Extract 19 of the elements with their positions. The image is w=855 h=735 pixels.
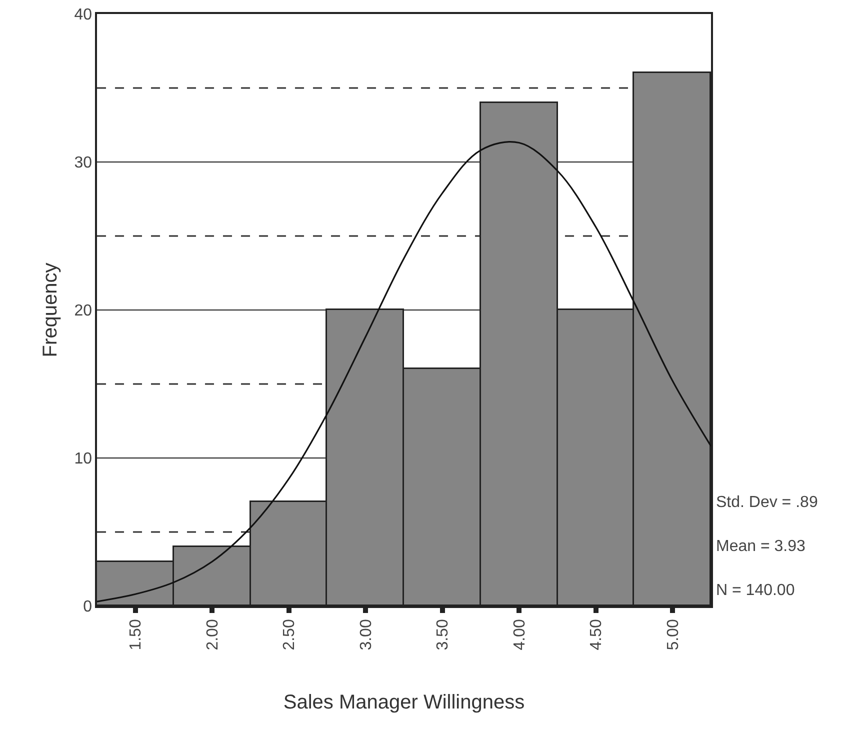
x-axis-title: Sales Manager Willingness xyxy=(283,691,525,714)
text: Std. Dev = .89 xyxy=(716,494,818,511)
x-tick-label: 4.00 xyxy=(511,619,528,650)
y-tick-label: 0 xyxy=(83,598,92,616)
x-tick-label: 3.00 xyxy=(358,619,375,650)
x-tick-label: 2.00 xyxy=(204,619,222,650)
text: N = 140.00 xyxy=(716,582,795,599)
y-tick-label: 10 xyxy=(74,450,92,468)
y-tick-label: 20 xyxy=(74,302,92,320)
y-axis-title: Frequency xyxy=(39,262,62,358)
text: Mean = 3.93 xyxy=(716,538,806,555)
x-tick-label: 4.50 xyxy=(588,619,606,650)
y-tick-label: 40 xyxy=(74,6,92,24)
line-series xyxy=(97,141,711,602)
x-tick-label: 1.50 xyxy=(128,619,145,650)
x-tick-label: 3.50 xyxy=(434,619,452,650)
y-tick-label: 30 xyxy=(74,154,92,172)
x-tick-label: 5.00 xyxy=(664,619,682,650)
x-tick-label: 2.50 xyxy=(281,619,298,650)
